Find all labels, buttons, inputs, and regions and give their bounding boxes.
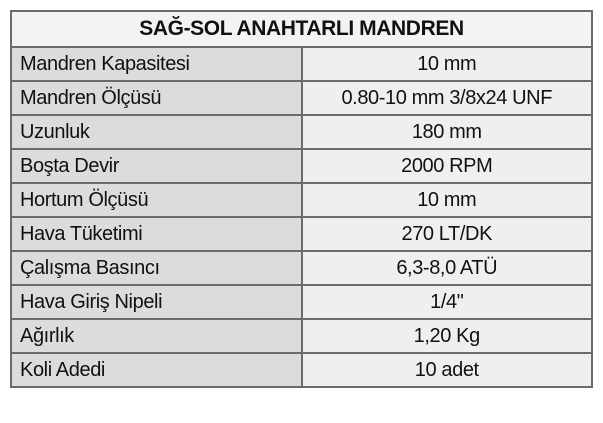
spec-value: 180 mm [300, 114, 593, 150]
spec-row: Uzunluk 180 mm [10, 114, 593, 150]
spec-row: Hava Giriş Nipeli 1/4" [10, 284, 593, 320]
spec-row: Boşta Devir 2000 RPM [10, 148, 593, 184]
spec-label: Uzunluk [10, 114, 303, 150]
table-body: Mandren Kapasitesi 10 mm Mandren Ölçüsü 0.8… [10, 46, 593, 388]
spec-value: 1/4" [300, 284, 593, 320]
spec-label: Koli Adedi [10, 352, 303, 388]
spec-value: 0.80-10 mm 3/8x24 UNF [300, 80, 593, 116]
spec-label: Çalışma Basıncı [10, 250, 303, 286]
spec-row: Koli Adedi 10 adet [10, 352, 593, 388]
spec-row: Hava Tüketimi 270 LT/DK [10, 216, 593, 252]
spec-value: 2000 RPM [300, 148, 593, 184]
table-title: SAĞ-SOL ANAHTARLI MANDREN [10, 10, 593, 48]
title-row: SAĞ-SOL ANAHTARLI MANDREN [10, 10, 593, 48]
spec-row: Çalışma Basıncı 6,3-8,0 ATÜ [10, 250, 593, 286]
spec-label: Boşta Devir [10, 148, 303, 184]
spec-label: Ağırlık [10, 318, 303, 354]
spec-label: Mandren Ölçüsü [10, 80, 303, 116]
spec-value: 10 mm [300, 182, 593, 218]
spec-value: 1,20 Kg [300, 318, 593, 354]
spec-label: Mandren Kapasitesi [10, 46, 303, 82]
spec-label: Hortum Ölçüsü [10, 182, 303, 218]
spec-label: Hava Giriş Nipeli [10, 284, 303, 320]
spec-value: 6,3-8,0 ATÜ [300, 250, 593, 286]
spec-row: Mandren Ölçüsü 0.80-10 mm 3/8x24 UNF [10, 80, 593, 116]
spec-value: 10 mm [300, 46, 593, 82]
spec-row: Hortum Ölçüsü 10 mm [10, 182, 593, 218]
spec-row: Ağırlık 1,20 Kg [10, 318, 593, 354]
spec-table: SAĞ-SOL ANAHTARLI MANDREN Mandren Kapasi… [10, 10, 593, 388]
spec-value: 270 LT/DK [300, 216, 593, 252]
spec-value: 10 adet [300, 352, 593, 388]
spec-label: Hava Tüketimi [10, 216, 303, 252]
spec-row: Mandren Kapasitesi 10 mm [10, 46, 593, 82]
